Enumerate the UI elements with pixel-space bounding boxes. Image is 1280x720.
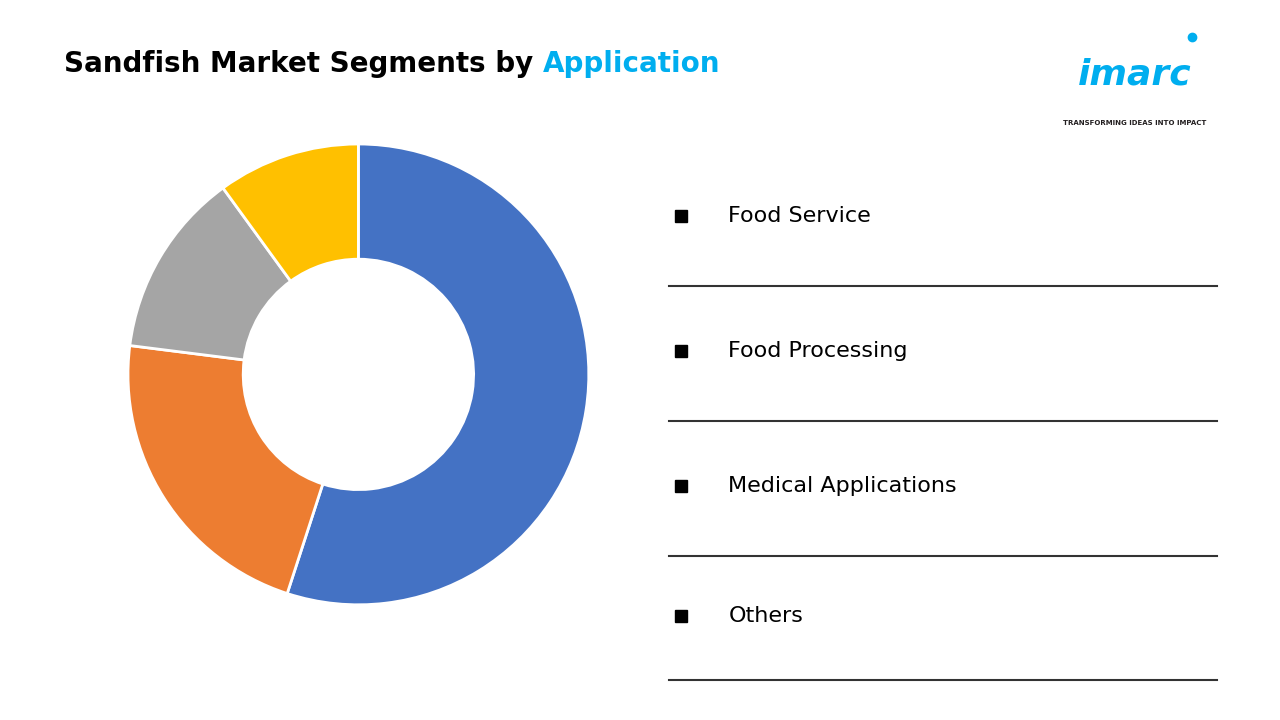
Wedge shape <box>128 346 323 593</box>
Text: Medical Applications: Medical Applications <box>728 476 957 496</box>
Text: TRANSFORMING IDEAS INTO IMPACT: TRANSFORMING IDEAS INTO IMPACT <box>1062 120 1206 126</box>
Wedge shape <box>129 188 291 360</box>
Text: Others: Others <box>728 606 803 626</box>
Text: Application: Application <box>543 50 721 78</box>
Text: Food Service: Food Service <box>728 206 872 226</box>
Text: Sandfish Market Segments by: Sandfish Market Segments by <box>64 50 543 78</box>
Text: Food Processing: Food Processing <box>728 341 908 361</box>
Wedge shape <box>223 144 358 282</box>
Wedge shape <box>287 144 589 605</box>
Text: imarc: imarc <box>1078 58 1192 92</box>
